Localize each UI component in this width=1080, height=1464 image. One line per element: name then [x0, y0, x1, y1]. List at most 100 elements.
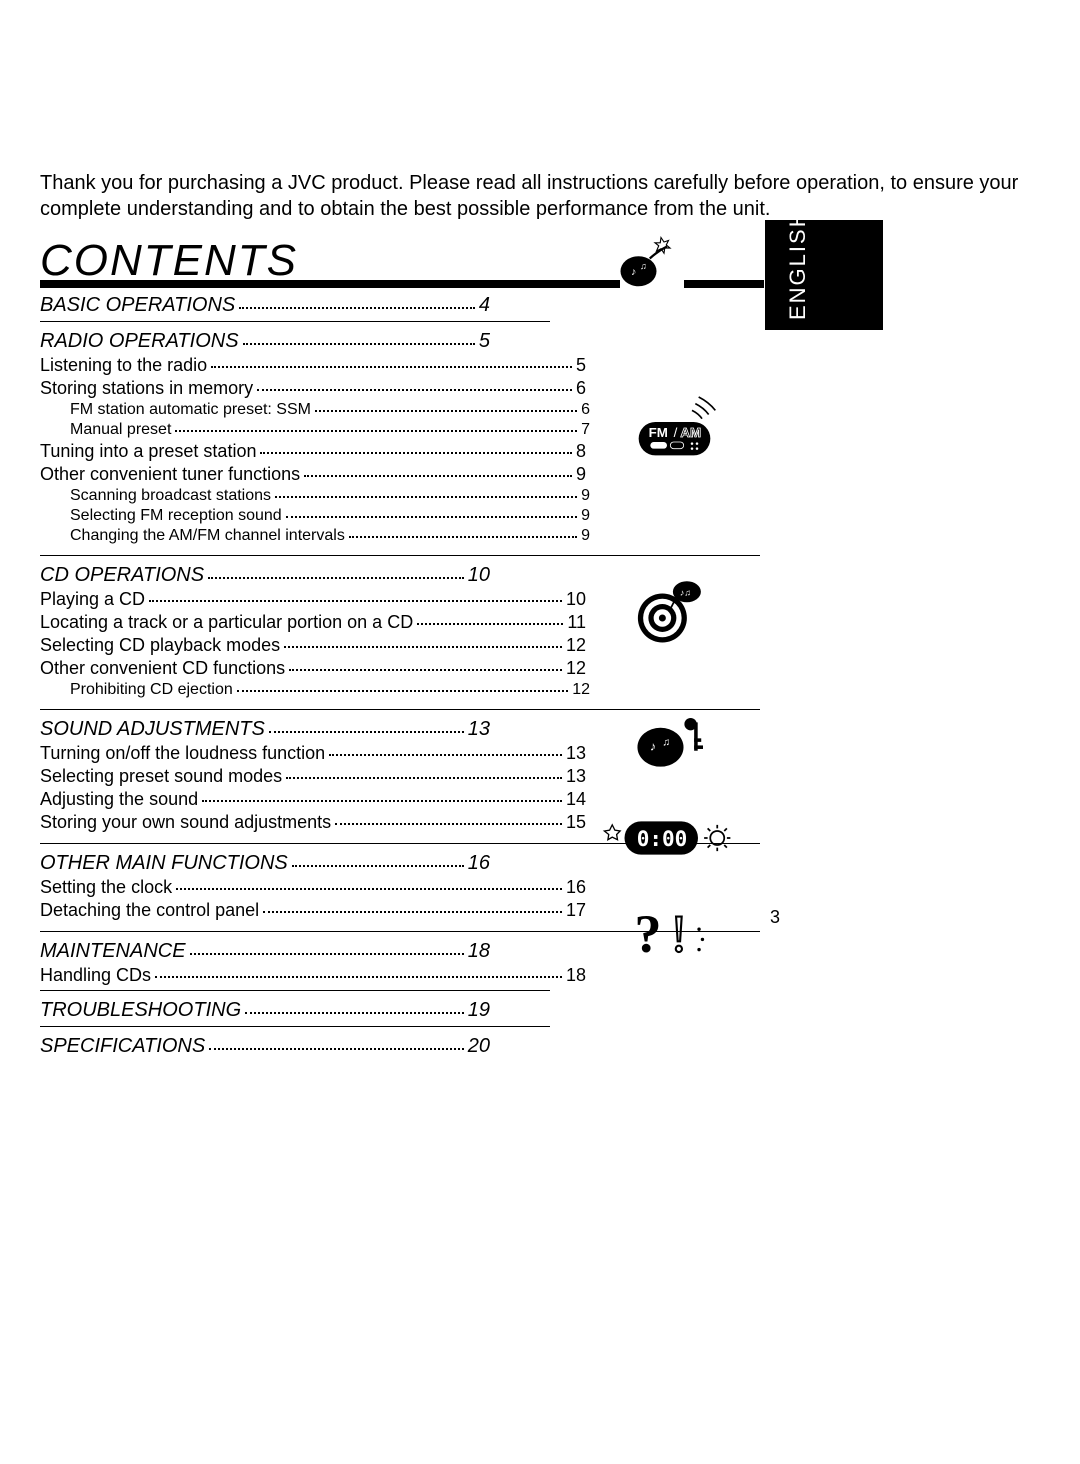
toc-heading-page: 5	[479, 330, 490, 353]
toc-item: Selecting preset sound modes 13	[40, 766, 586, 787]
section-divider	[40, 555, 760, 556]
toc-item-page: 9	[581, 487, 590, 505]
toc-item-page: 13	[566, 766, 586, 787]
toc-item: Adjusting the sound14	[40, 789, 586, 810]
svg-text:0:00: 0:00	[637, 827, 688, 851]
toc-item: Listening to the radio5	[40, 355, 586, 376]
toc-heading-page: 19	[468, 999, 490, 1022]
toc-item: Other convenient CD functions 12	[40, 658, 586, 679]
toc-item-label: Manual preset	[70, 421, 171, 439]
leader-dots	[335, 823, 562, 825]
clock-display-icon: 0:00	[600, 816, 710, 896]
toc-item-page: 11	[567, 612, 586, 633]
toc-section-heading: SOUND ADJUSTMENTS13	[40, 718, 490, 741]
section-divider-short	[40, 1026, 550, 1027]
toc-item-page: 6	[581, 401, 590, 419]
toc-heading-label: RADIO OPERATIONS	[40, 330, 239, 353]
toc-item-page: 8	[576, 441, 586, 462]
toc-item-page: 7	[581, 421, 590, 439]
leader-dots	[286, 516, 577, 518]
svg-text:♪: ♪	[650, 740, 656, 754]
music-bomb-key-icon: ♪ ♫	[632, 710, 742, 790]
toc-item-page: 13	[566, 743, 586, 764]
toc-item-label: Handling CDs	[40, 965, 151, 986]
toc-heading-label: OTHER MAIN FUNCTIONS	[40, 852, 288, 875]
svg-text:?: ?	[634, 903, 661, 963]
toc-item-label: Selecting preset sound modes	[40, 766, 282, 787]
toc-item-label: Listening to the radio	[40, 355, 207, 376]
toc-heading-page: 16	[468, 852, 490, 875]
toc-item-page: 9	[576, 464, 586, 485]
toc-item-page: 12	[566, 635, 586, 656]
leader-dots	[417, 623, 563, 625]
toc-section-heading: CD OPERATIONS10	[40, 564, 490, 587]
toc-subitem: Selecting FM reception sound9	[40, 507, 590, 525]
toc-item-page: 10	[566, 589, 586, 610]
leader-dots	[243, 343, 475, 345]
svg-text:♫: ♫	[662, 736, 670, 748]
leader-dots	[292, 865, 464, 867]
toc-item-label: Detaching the control panel	[40, 900, 259, 921]
toc-section-heading: OTHER MAIN FUNCTIONS 16	[40, 852, 490, 875]
toc-item-label: FM station automatic preset: SSM	[70, 401, 311, 419]
question-exclaim-icon: ? !	[632, 902, 742, 982]
leader-dots	[211, 366, 572, 368]
toc-item: Selecting CD playback modes12	[40, 635, 586, 656]
toc-item-page: 12	[566, 658, 586, 679]
toc-item: Setting the clock16	[40, 877, 586, 898]
toc-item-label: Changing the AM/FM channel intervals	[70, 527, 345, 545]
toc-heading-label: CD OPERATIONS	[40, 564, 204, 587]
toc-item: Tuning into a preset station 8	[40, 441, 586, 462]
toc-item: Detaching the control panel 17	[40, 900, 586, 921]
svg-text:♫: ♫	[640, 261, 647, 271]
intro-paragraph: Thank you for purchasing a JVC product. …	[40, 170, 1040, 222]
toc-section-heading: RADIO OPERATIONS 5	[40, 330, 490, 353]
toc-item-label: Storing your own sound adjustments	[40, 812, 331, 833]
cd-target-notes-icon: ♪♫	[632, 576, 742, 656]
toc-item-label: Setting the clock	[40, 877, 172, 898]
leader-dots	[304, 475, 572, 477]
toc-section-heading: TROUBLESHOOTING 19	[40, 999, 490, 1022]
toc-item: Storing your own sound adjustments 15	[40, 812, 586, 833]
leader-dots	[237, 690, 568, 692]
leader-dots	[260, 452, 572, 454]
leader-dots	[175, 430, 577, 432]
toc-subitem: FM station automatic preset: SSM 6	[40, 401, 590, 419]
toc-item-page: 17	[566, 900, 586, 921]
toc-heading-label: MAINTENANCE	[40, 940, 186, 963]
title-rule-left	[40, 280, 620, 288]
toc-section-heading: MAINTENANCE18	[40, 940, 490, 963]
toc-item-label: Tuning into a preset station	[40, 441, 256, 462]
svg-text:♪♫: ♪♫	[680, 587, 691, 597]
toc-section-heading: SPECIFICATIONS20	[40, 1035, 490, 1058]
svg-text:!: !	[670, 905, 688, 963]
toc-section-heading: BASIC OPERATIONS4	[40, 294, 490, 317]
svg-text:♪: ♪	[631, 266, 636, 278]
svg-text:FM: FM	[649, 425, 668, 440]
svg-text:/: /	[674, 425, 678, 440]
toc-heading-label: BASIC OPERATIONS	[40, 294, 235, 317]
leader-dots	[275, 496, 577, 498]
toc-item-label: Selecting FM reception sound	[70, 507, 282, 525]
leader-dots	[329, 754, 562, 756]
toc-item-page: 15	[566, 812, 586, 833]
leader-dots	[269, 731, 464, 733]
page-number: 3	[770, 907, 780, 928]
toc-heading-label: TROUBLESHOOTING	[40, 999, 241, 1022]
toc-heading-label: SOUND ADJUSTMENTS	[40, 718, 265, 741]
toc-item-page: 6	[576, 378, 586, 399]
fm-am-radio-icon: FM / AM	[632, 392, 742, 472]
toc-item: Turning on/off the loudness function13	[40, 743, 586, 764]
leader-dots	[245, 1012, 464, 1014]
toc-item-label: Adjusting the sound	[40, 789, 198, 810]
leader-dots	[315, 410, 577, 412]
toc-item-label: Other convenient CD functions	[40, 658, 285, 679]
leader-dots	[284, 646, 562, 648]
leader-dots	[239, 307, 475, 309]
leader-dots	[176, 888, 562, 890]
toc-subitem: Changing the AM/FM channel intervals9	[40, 527, 590, 545]
leader-dots	[155, 976, 562, 978]
toc-item-label: Scanning broadcast stations	[70, 487, 271, 505]
toc-item-label: Other convenient tuner functions	[40, 464, 300, 485]
toc-heading-page: 20	[468, 1035, 490, 1058]
